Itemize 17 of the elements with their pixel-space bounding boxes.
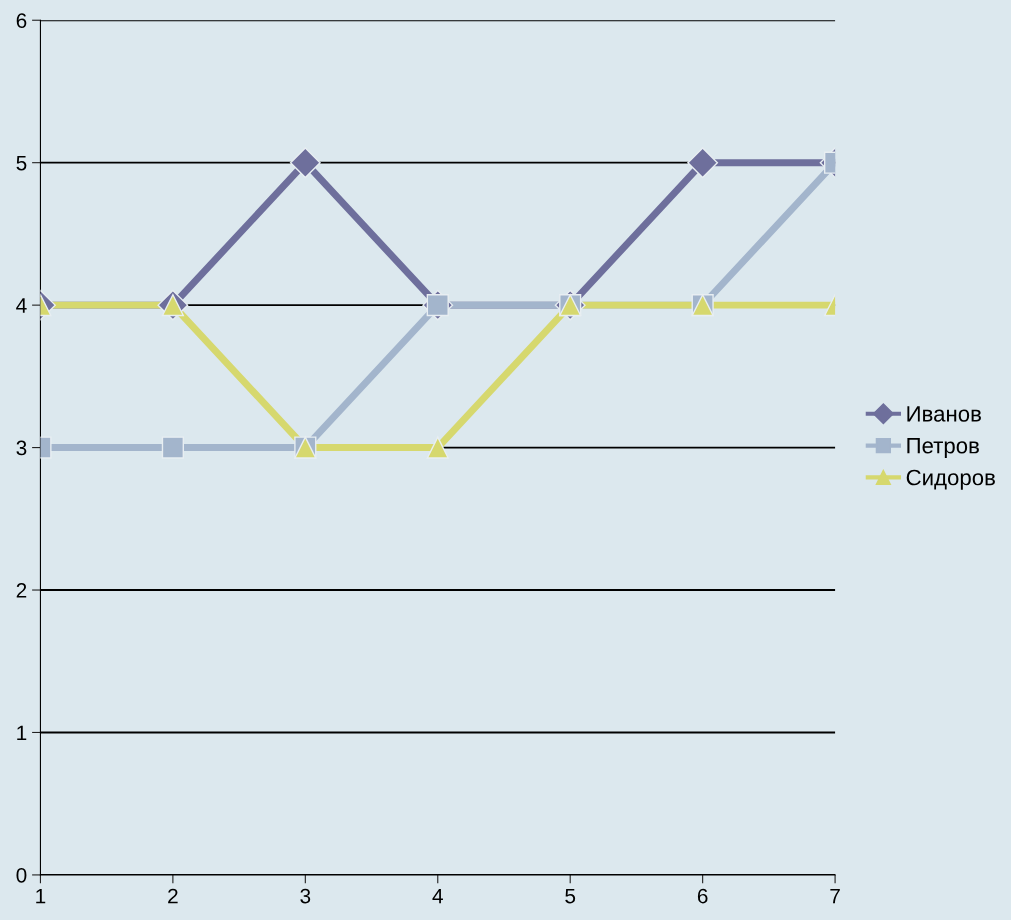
x-tick-label: 1 bbox=[36, 888, 46, 904]
x-tick-label: 7 bbox=[830, 888, 840, 904]
x-tick-label: 4 bbox=[432, 888, 443, 904]
legend-label: Иванов bbox=[907, 406, 981, 422]
y-tick-label: 1 bbox=[17, 725, 27, 741]
y-tick-label: 3 bbox=[16, 440, 27, 456]
x-tick-label: 5 bbox=[565, 888, 576, 904]
y-tick-label: 6 bbox=[16, 13, 27, 28]
y-tick-label: 2 bbox=[16, 583, 27, 598]
y-tick-label: 5 bbox=[16, 155, 27, 171]
x-tick-label: 3 bbox=[300, 888, 311, 904]
x-tick-label: 6 bbox=[697, 888, 708, 904]
y-tick-label: 4 bbox=[16, 298, 27, 313]
legend-label: Сидоров bbox=[906, 469, 995, 490]
legend-label: Петров bbox=[907, 438, 979, 458]
x-tick-label: 2 bbox=[168, 888, 178, 904]
y-tick-label: 0 bbox=[16, 867, 27, 883]
